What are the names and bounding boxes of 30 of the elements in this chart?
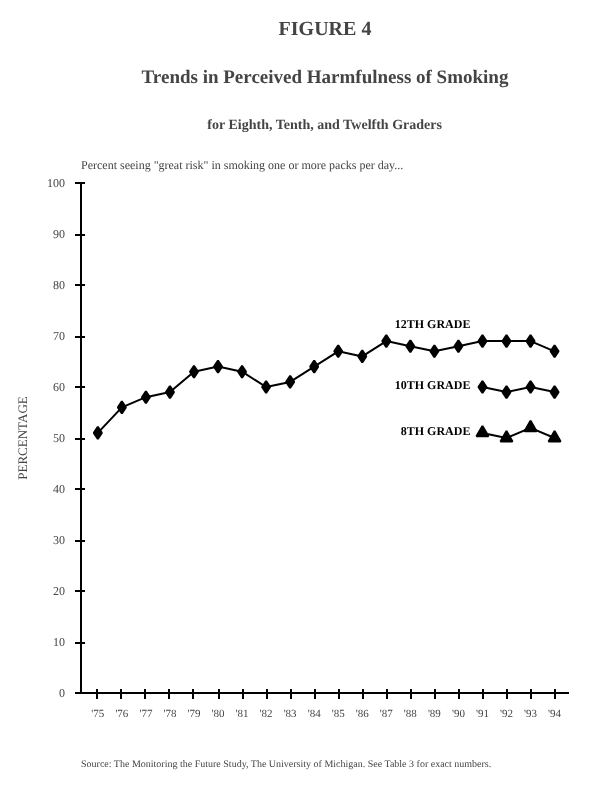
point (525, 334, 536, 349)
point (285, 374, 296, 389)
chart-subtitle: Trends in Perceived Harmfulness of Smoking (141, 69, 509, 89)
point (405, 339, 416, 354)
point (381, 334, 392, 349)
point (501, 385, 512, 400)
point (525, 380, 536, 394)
point (475, 424, 490, 438)
point (357, 349, 368, 364)
point (547, 430, 562, 443)
point (429, 344, 440, 359)
point (164, 385, 175, 400)
point (453, 339, 464, 354)
chart-title: FIGURE 4 (278, 19, 372, 41)
point (549, 385, 560, 400)
point (499, 430, 514, 443)
point (237, 364, 248, 379)
point (261, 380, 272, 394)
point (309, 359, 320, 374)
point (140, 390, 151, 405)
point (92, 425, 103, 440)
point (477, 334, 488, 349)
point (213, 359, 224, 374)
point (333, 344, 344, 359)
point (116, 400, 127, 415)
point (188, 364, 199, 379)
point (523, 419, 538, 433)
point (549, 344, 560, 359)
point (501, 334, 512, 349)
point (477, 380, 488, 394)
